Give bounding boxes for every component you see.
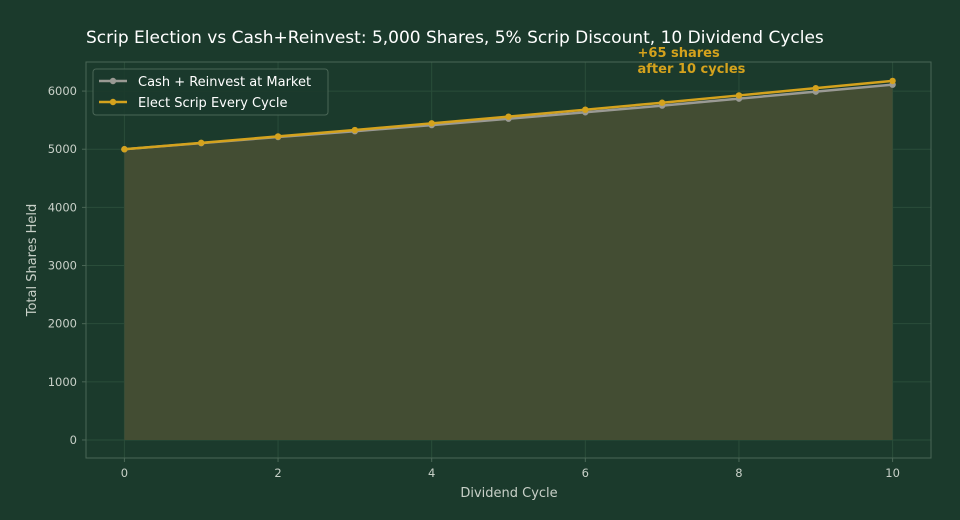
series-layer [121, 77, 896, 153]
y-tick-label: 3000 [48, 259, 77, 273]
data-point-series-1 [351, 126, 359, 134]
data-point-series-1 [658, 99, 666, 106]
y-tick-label: 1000 [48, 375, 77, 389]
x-tick-label: 10 [885, 466, 900, 480]
x-tick-label: 4 [428, 466, 435, 480]
x-tick-label: 0 [121, 466, 128, 480]
y-tick-label: 6000 [48, 84, 77, 98]
x-tick-label: 6 [582, 466, 589, 480]
legend-marker-scrip [109, 98, 117, 106]
y-axis-label: Total Shares Held [25, 204, 40, 318]
y-tick-label: 5000 [48, 142, 77, 156]
y-tick-label: 0 [70, 433, 77, 447]
x-tick-label: 8 [735, 466, 742, 480]
data-point-series-1 [198, 139, 205, 147]
data-point-series-1 [812, 84, 819, 92]
chart-title: Scrip Election vs Cash+Reinvest: 5,000 S… [86, 28, 824, 48]
legend: Cash + Reinvest at Market Elect Scrip Ev… [92, 68, 329, 116]
x-axis-label: Dividend Cycle [460, 486, 557, 501]
annotation-line-1: +65 shares [638, 46, 721, 61]
legend-marker-cash [109, 77, 117, 85]
data-point-series-1 [505, 113, 512, 120]
data-point-series-1 [121, 146, 128, 153]
data-point-series-1 [428, 120, 435, 127]
y-tick-label: 2000 [48, 317, 77, 331]
data-point-series-1 [274, 133, 282, 140]
annotation-line-2: after 10 cycles [638, 62, 746, 77]
annotation: +65 shares after 10 cycles [638, 46, 746, 77]
data-point-series-1 [582, 106, 589, 113]
legend-box [92, 68, 329, 116]
legend-label-cash: Cash + Reinvest at Market [138, 75, 311, 90]
ticks: 0 2 4 6 8 10 0 1000 2000 3000 4000 5000 6000 [48, 84, 900, 480]
y-tick-label: 4000 [48, 200, 77, 214]
fill-layer [124, 84, 893, 440]
data-point-series-1 [889, 77, 896, 85]
data-point-series-1 [735, 92, 743, 99]
area-fill [124, 84, 893, 440]
plot-frame [85, 61, 932, 459]
legend-label-scrip: Elect Scrip Every Cycle [138, 96, 288, 111]
x-tick-label: 2 [274, 466, 281, 480]
